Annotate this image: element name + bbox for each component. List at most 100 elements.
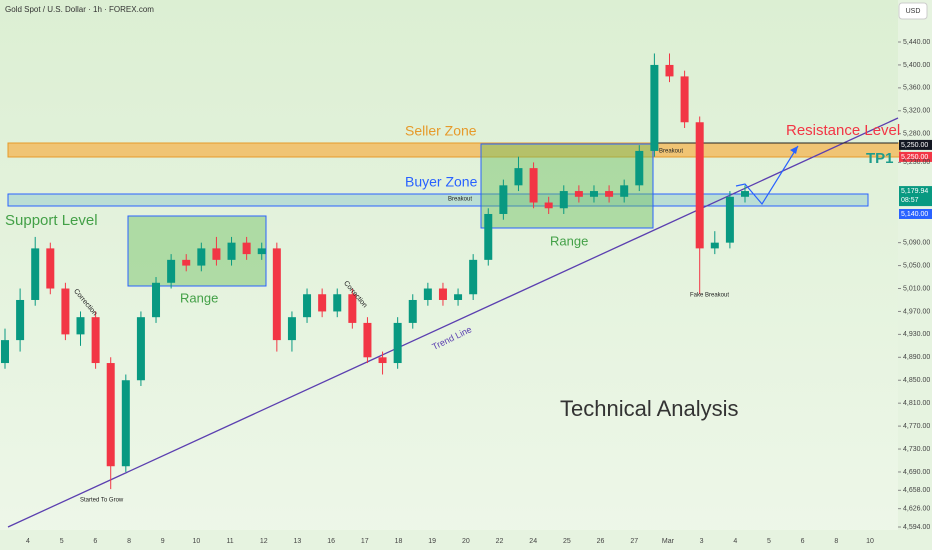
x-tick-label: 24 xyxy=(529,538,537,545)
y-tick-label: 4,594.00 xyxy=(903,524,930,531)
candle-body xyxy=(182,259,191,266)
x-tick-label: 6 xyxy=(801,538,805,545)
time-axis xyxy=(0,530,932,550)
x-tick-label: 3 xyxy=(700,538,704,545)
candle-body xyxy=(121,380,130,467)
x-tick-label: 17 xyxy=(361,538,369,545)
y-tick-label: 4,626.00 xyxy=(903,505,930,512)
candle-body xyxy=(559,191,568,209)
y-tick-label: 5,090.00 xyxy=(903,239,930,246)
y-tick-label: 5,010.00 xyxy=(903,285,930,292)
candle-body xyxy=(287,317,296,341)
x-tick-label: 4 xyxy=(26,538,30,545)
annotation: TP1 xyxy=(866,150,894,167)
candle-body xyxy=(1,340,9,364)
projection-arrow xyxy=(735,145,799,206)
candle-body xyxy=(363,322,372,358)
candle-body xyxy=(620,185,629,197)
price-tag-label: 5,140.00 xyxy=(901,211,928,218)
y-tick-label: 4,930.00 xyxy=(903,331,930,338)
y-tick-label: 4,970.00 xyxy=(903,308,930,315)
y-tick-label: 4,690.00 xyxy=(903,469,930,476)
candle-body xyxy=(303,294,312,318)
y-tick-label: 4,810.00 xyxy=(903,400,930,407)
x-tick-label: 18 xyxy=(395,538,403,545)
candle-body xyxy=(665,64,674,77)
candle-body xyxy=(725,196,734,243)
candle-body xyxy=(46,248,55,289)
candle-body xyxy=(589,191,598,197)
candle-body xyxy=(212,248,221,260)
y-tick-label: 5,320.00 xyxy=(903,108,930,115)
y-tick-label: 4,658.00 xyxy=(903,487,930,494)
candle-body xyxy=(106,363,115,467)
candle-body xyxy=(635,150,644,186)
x-tick-label: 9 xyxy=(161,538,165,545)
candle-body xyxy=(152,282,161,318)
annotation: Range xyxy=(180,290,218,305)
x-tick-label: 25 xyxy=(563,538,571,545)
x-tick-label: Mar xyxy=(662,538,675,545)
candle-body xyxy=(680,76,689,123)
price-tag-label: 5,250.00 xyxy=(901,142,928,149)
candle-body xyxy=(695,122,704,249)
y-tick-label: 4,730.00 xyxy=(903,446,930,453)
candle-body xyxy=(61,288,70,335)
y-tick-label: 5,400.00 xyxy=(903,62,930,69)
x-tick-label: 10 xyxy=(193,538,201,545)
x-tick-label: 16 xyxy=(327,538,335,545)
price-tag-label: 5,179.94 xyxy=(901,188,928,195)
currency-button[interactable] xyxy=(898,2,928,20)
x-tick-label: 8 xyxy=(127,538,131,545)
y-tick-label: 5,360.00 xyxy=(903,85,930,92)
candle-body xyxy=(257,248,266,255)
x-tick-label: 10 xyxy=(866,538,874,545)
candle-body xyxy=(318,294,327,312)
candle-body xyxy=(514,168,523,186)
trend-line xyxy=(7,117,899,528)
x-tick-label: 5 xyxy=(60,538,64,545)
seller-zone xyxy=(7,142,901,158)
candle-body xyxy=(710,242,719,249)
x-tick-label: 27 xyxy=(630,538,638,545)
y-tick-label: 5,440.00 xyxy=(903,39,930,46)
candle-body xyxy=(408,299,417,323)
y-tick-label: 4,770.00 xyxy=(903,423,930,430)
y-tick-label: 5,050.00 xyxy=(903,262,930,269)
candle-body xyxy=(393,322,402,364)
candle-body xyxy=(333,294,342,312)
x-tick-label: 26 xyxy=(597,538,605,545)
x-tick-label: 20 xyxy=(462,538,470,545)
buyer-zone xyxy=(7,193,869,207)
y-tick-label: 4,890.00 xyxy=(903,354,930,361)
x-tick-label: 6 xyxy=(93,538,97,545)
candle-body xyxy=(91,317,100,364)
chart-title: Gold Spot / U.S. Dollar · 1h · FOREX.com xyxy=(5,5,154,14)
x-tick-label: 13 xyxy=(294,538,302,545)
candle-body xyxy=(16,299,25,341)
annotation: Buyer Zone xyxy=(405,174,478,190)
annotation: Technical Analysis xyxy=(560,396,739,421)
candle-body xyxy=(76,317,85,335)
x-tick-label: 8 xyxy=(834,538,838,545)
annotation: Resistance Level xyxy=(786,122,900,139)
candle-body xyxy=(605,191,614,197)
annotation: Breakout xyxy=(448,197,472,203)
annotation: Fake Breakout xyxy=(690,293,729,299)
annotation: Range xyxy=(550,233,588,248)
price-tag xyxy=(899,186,932,207)
candle-body xyxy=(438,288,447,300)
x-tick-label: 12 xyxy=(260,538,268,545)
price-axis xyxy=(898,0,932,550)
x-tick-label: 4 xyxy=(733,538,737,545)
countdown: 08:57 xyxy=(901,197,919,204)
candle-body xyxy=(544,202,553,209)
x-tick-label: 5 xyxy=(767,538,771,545)
currency: USD xyxy=(906,8,921,15)
candle-body xyxy=(378,357,387,364)
x-tick-label: 19 xyxy=(428,538,436,545)
candle-body xyxy=(529,168,538,203)
